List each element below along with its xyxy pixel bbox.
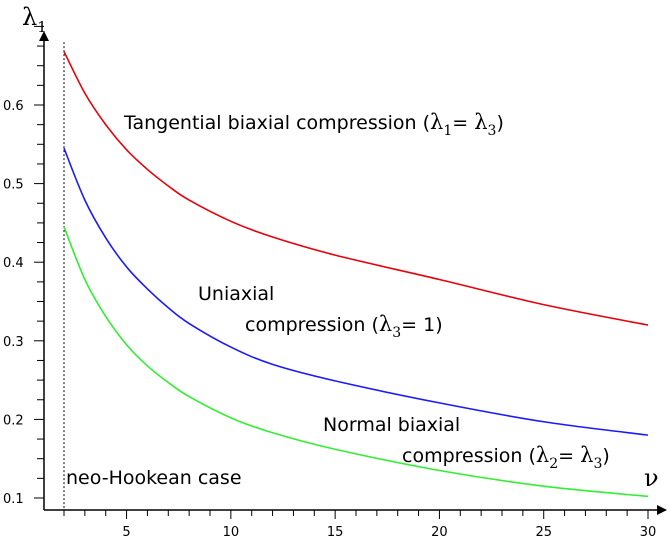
y-tick-label: 0.6 [3, 99, 24, 114]
y-tick-label: 0.4 [3, 256, 24, 271]
annotation-uniaxial-line1: Uniaxial [198, 283, 274, 305]
annotation-normal-line1: Normal biaxial [323, 414, 460, 436]
x-tick-label: 15 [327, 525, 344, 540]
y-tick-label: 0.5 [3, 178, 24, 193]
annotation-normal-line2: compression (λ2= λ3) [402, 443, 610, 472]
series-line-tangential [63, 51, 649, 326]
series-group [63, 51, 649, 498]
ticks: 5 10 15 20 25 30 0.1 0.2 0.3 0.4 0.5 0.6 [3, 25, 657, 540]
x-tick-label: 10 [223, 525, 240, 540]
series-line-uniaxial [63, 147, 649, 436]
x-tick-label: 30 [640, 525, 657, 540]
annotation-tangential: Tangential biaxial compression (λ1= λ3) [123, 110, 504, 139]
series-line-normal [63, 226, 649, 498]
x-axis-label: ν [644, 464, 659, 492]
neo-hookean-label: neo-Hookean case [66, 467, 242, 489]
annotation-uniaxial-line2: compression (λ3= 1) [245, 312, 443, 341]
y-axis-label: λ1 [22, 3, 47, 36]
axes [39, 31, 667, 515]
y-tick-label: 0.2 [3, 413, 24, 428]
x-tick-label: 20 [431, 525, 448, 540]
x-tick-label: 5 [122, 525, 130, 540]
y-tick-label: 0.1 [3, 492, 24, 507]
x-tick-label: 25 [535, 525, 552, 540]
y-tick-label: 0.3 [3, 335, 24, 350]
